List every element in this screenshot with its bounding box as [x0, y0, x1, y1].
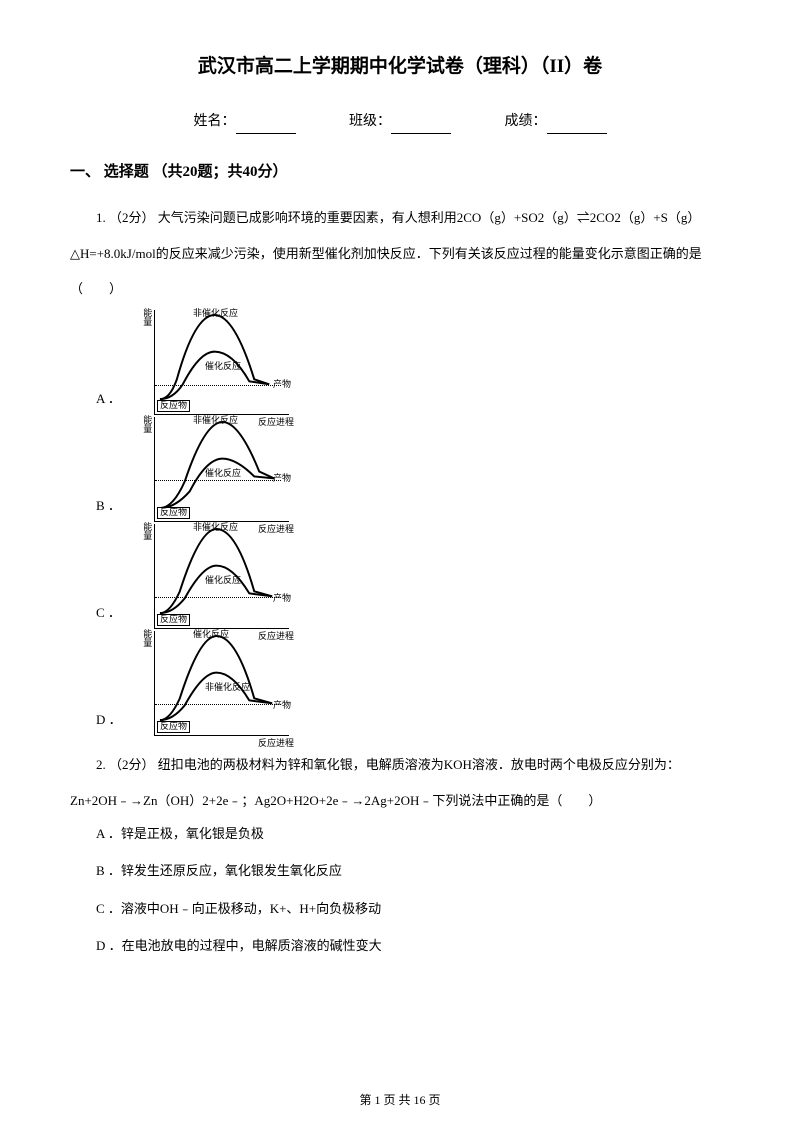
q1-line1: 1. （2分） 大气污染问题已成影响环境的重要因素，有人想利用2CO（g）+SO… [70, 204, 730, 231]
q1-c-product: 产物 [273, 590, 291, 606]
q1-option-c: C ． 能量 非催化反应 催化反应 反应物 产物 反应进程 [96, 524, 730, 629]
q1-text1: 大气污染问题已成影响环境的重要因素，有人想利用2CO（g）+SO2（g）⇌2CO… [158, 210, 701, 225]
q2-option-b: B ．锌发生还原反应，氧化银发生氧化反应 [70, 859, 730, 882]
q2-line2: Zn+2OH﹣→Zn（OH）2+2e﹣；Ag2O+H2O+2e﹣→2Ag+2OH… [70, 787, 730, 814]
q1-c-mid-label: 催化反应 [205, 572, 241, 588]
q1-a-graph: 能量 非催化反应 催化反应 反应物 产物 反应进程 [154, 310, 289, 415]
q1-d-mid-label: 非催化反应 [205, 679, 250, 695]
q1-option-a: A ． 能量 非催化反应 催化反应 反应物 产物 反应进程 [96, 310, 730, 415]
name-label: 姓名： [194, 114, 236, 129]
page-footer: 第 1 页 共 16 页 [0, 1090, 800, 1112]
score-label: 成绩： [505, 114, 547, 129]
q2-line1: 2. （2分） 纽扣电池的两极材料为锌和氧化银，电解质溶液为KOH溶液．放电时两… [70, 751, 730, 778]
q1-a-reactant: 反应物 [157, 400, 190, 412]
q1-b-mid-label: 催化反应 [205, 465, 241, 481]
class-field: 班级： [349, 109, 451, 134]
q1-line2: △H=+8.0kJ/mol的反应来减少污染，使用新型催化剂加快反应．下列有关该反… [70, 240, 730, 267]
page-title: 武汉市高二上学期期中化学试卷（理科）（II）卷 [70, 50, 730, 84]
q1-a-dotted [155, 385, 281, 386]
q1-c-label: C ． [96, 601, 126, 629]
score-field: 成绩： [505, 109, 607, 134]
score-blank [547, 120, 607, 134]
q1-option-d: D ． 能量 催化反应 非催化反应 反应物 产物 反应进程 [96, 631, 730, 736]
q1-c-ylabel: 能量 [139, 522, 155, 540]
q1-c-graph: 能量 非催化反应 催化反应 反应物 产物 反应进程 [154, 524, 289, 629]
q1-b-label: B ． [96, 494, 126, 522]
class-blank [391, 120, 451, 134]
q1-b-reactant: 反应物 [157, 507, 190, 519]
q1-a-label: A ． [96, 387, 126, 415]
name-blank [236, 120, 296, 134]
q1-number: 1. [96, 210, 106, 225]
q1-a-product: 产物 [273, 376, 291, 392]
q1-c-reactant: 反应物 [157, 614, 190, 626]
q1-b-ylabel: 能量 [139, 415, 155, 433]
name-field: 姓名： [194, 109, 296, 134]
q1-c-top-label: 非催化反应 [193, 519, 238, 535]
q2-option-d: D ．在电池放电的过程中，电解质溶液的碱性变大 [70, 934, 730, 957]
q1-a-mid-label: 催化反应 [205, 358, 241, 374]
q1-b-product: 产物 [273, 470, 291, 486]
q1-option-b: B ． 能量 非催化反应 催化反应 反应物 产物 反应进程 [96, 417, 730, 522]
q1-d-top-label: 催化反应 [193, 626, 229, 642]
q1-a-top-label: 非催化反应 [193, 305, 238, 321]
q1-points: （2分） [109, 210, 155, 225]
q1-line3: （ ） [70, 275, 730, 302]
q2-number: 2. [96, 757, 106, 772]
q1-d-label: D ． [96, 708, 126, 736]
q1-b-graph: 能量 非催化反应 催化反应 反应物 产物 反应进程 [154, 417, 289, 522]
q1-d-graph: 能量 催化反应 非催化反应 反应物 产物 反应进程 [154, 631, 289, 736]
q1-d-dotted [155, 704, 281, 705]
class-label: 班级： [349, 114, 391, 129]
q1-d-ylabel: 能量 [139, 629, 155, 647]
q2-points: （2分） [109, 757, 155, 772]
header-fields: 姓名： 班级： 成绩： [70, 109, 730, 134]
q1-b-top-label: 非催化反应 [193, 412, 238, 428]
section-title: 一、 选择题 （共20题；共40分） [70, 159, 730, 186]
q2-option-a: A ．锌是正极，氧化银是负极 [70, 822, 730, 845]
q1-d-product: 产物 [273, 697, 291, 713]
q1-d-reactant: 反应物 [157, 721, 190, 733]
q1-d-xlabel: 反应进程 [258, 735, 294, 751]
q2-text1: 纽扣电池的两极材料为锌和氧化银，电解质溶液为KOH溶液．放电时两个电极反应分别为… [158, 757, 680, 772]
q1-a-ylabel: 能量 [139, 308, 155, 326]
q1-c-dotted [155, 597, 281, 598]
q2-option-c: C ．溶液中OH﹣向正极移动，K+、H+向负极移动 [70, 897, 730, 920]
